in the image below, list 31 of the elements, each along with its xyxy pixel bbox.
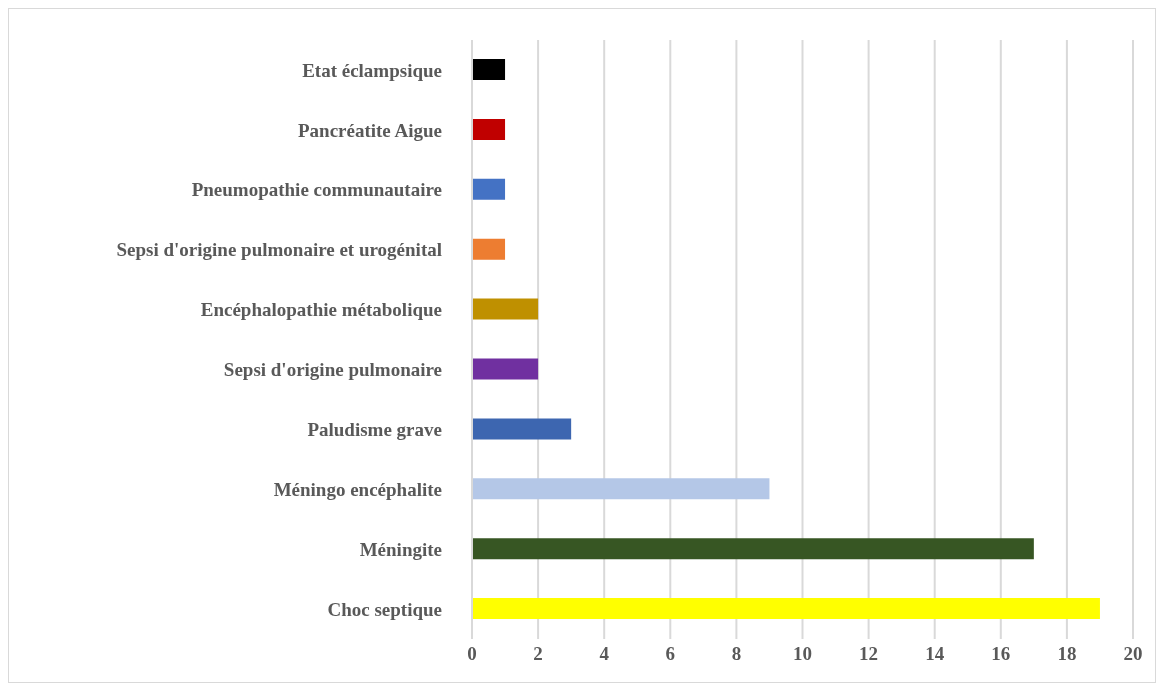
bar: [472, 59, 506, 80]
x-tick-label: 14: [925, 643, 945, 665]
x-tick-label: 2: [533, 643, 543, 665]
bar: [472, 418, 572, 440]
y-tick-label: Choc septique: [327, 598, 442, 620]
y-tick-label: Sepsi d'origine pulmonaire et urogénital: [116, 239, 442, 261]
x-tick-label: 10: [793, 643, 812, 665]
bar: [472, 178, 506, 200]
x-tick-label: 18: [1057, 643, 1077, 665]
bar: [472, 298, 539, 320]
x-tick-label: 8: [731, 643, 742, 665]
bar: [472, 478, 770, 500]
x-tick-label: 4: [599, 643, 610, 665]
x-tick-label: 6: [665, 643, 676, 665]
x-tick-label: 20: [1123, 643, 1143, 665]
x-tick-label: 12: [859, 643, 879, 665]
bar: [472, 538, 1034, 560]
y-tick-label: Pneumopathie communautaire: [191, 179, 442, 201]
bar: [472, 238, 506, 260]
y-tick-label: Encéphalopathie métabolique: [200, 299, 442, 321]
y-tick-label: Pancréatite Aigue: [297, 119, 442, 141]
x-tick-label: 16: [991, 643, 1011, 665]
bar: [472, 598, 1100, 620]
bar: [472, 118, 506, 140]
y-tick-label: Sepsi d'origine pulmonaire: [223, 359, 442, 381]
y-tick-label: Etat éclampsique: [302, 59, 442, 81]
y-tick-label: Méningite: [359, 538, 442, 560]
x-tick-label: 0: [467, 643, 477, 665]
y-tick-label: Paludisme grave: [307, 419, 442, 441]
y-tick-label: Méningo encéphalite: [273, 478, 442, 500]
bar: [472, 358, 539, 380]
